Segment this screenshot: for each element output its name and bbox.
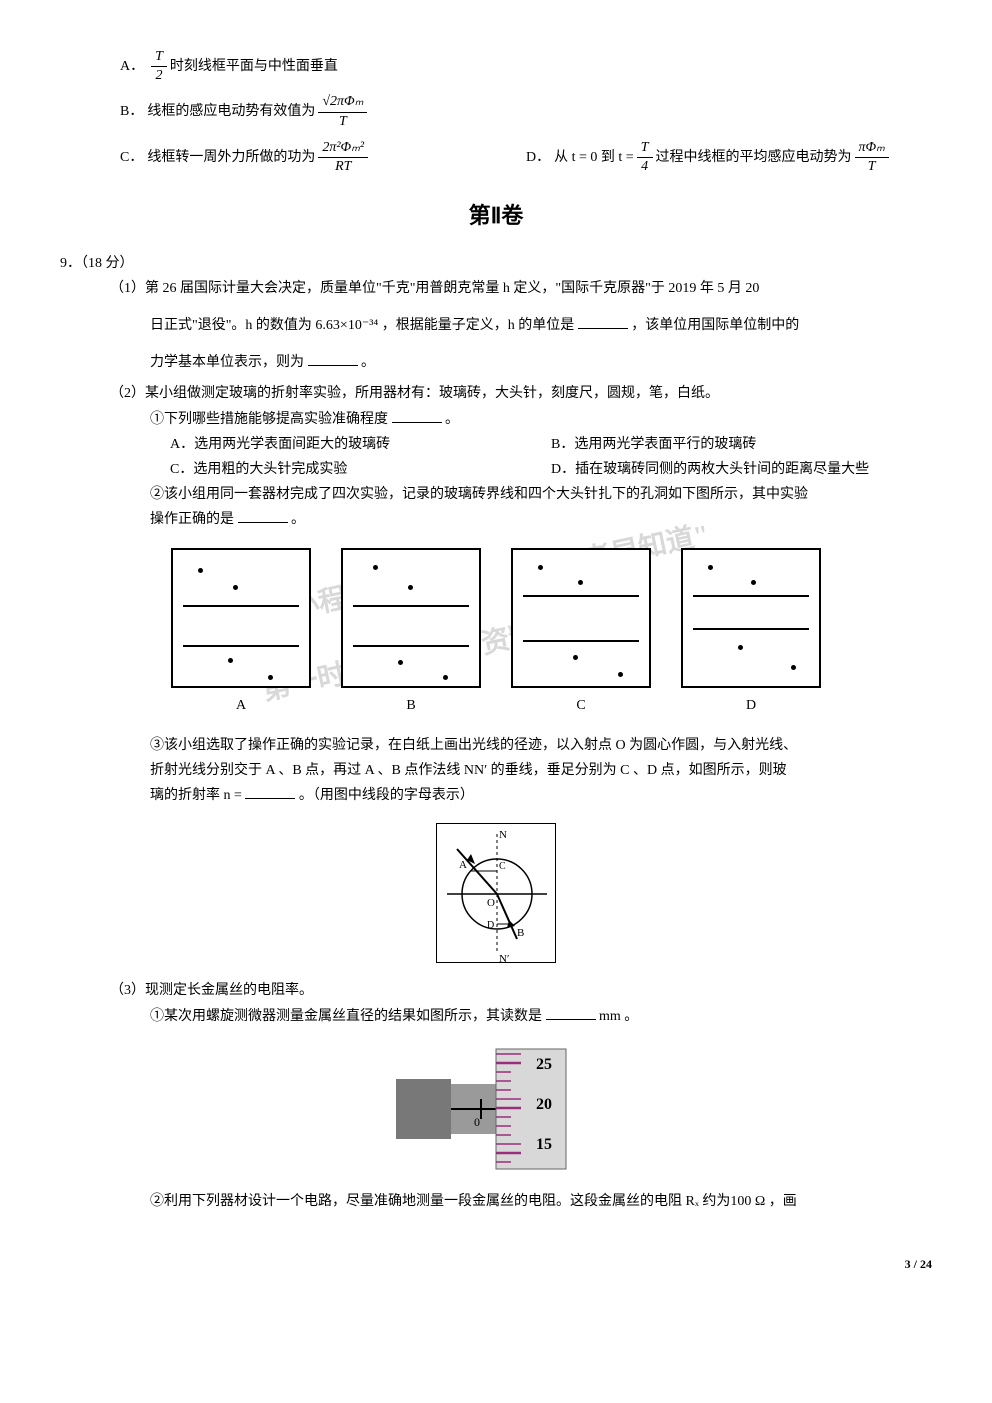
diagram-b: B [341,548,481,718]
q9-p3-sub1: ①某次用螺旋测微器测量金属丝直径的结果如图所示，其读数是 mm 。 [150,1004,932,1029]
q9-p2-sub1: ①下列哪些措施能够提高实验准确程度 。 [150,407,932,432]
svg-text:0: 0 [474,1115,480,1129]
q9-p2-sub2-l2: 操作正确的是 。 [150,507,932,532]
fraction: √2πΦₘ T [318,93,367,130]
micrometer-figure: 0 25 20 15 [60,1044,932,1174]
blank-input[interactable] [238,509,288,523]
q8-option-c: C． 线框转一周外力所做的功为 2π²Φₘ² RT [120,139,526,176]
blank-input[interactable] [578,315,628,329]
q9-p1-line3: 力学基本单位表示，则为 。 [150,350,932,375]
diagram-c: C [511,548,651,718]
blank-input[interactable] [392,409,442,423]
page-footer: 3 / 24 [60,1254,932,1276]
diagram-a: A [171,548,311,718]
micrometer-svg: 0 25 20 15 [396,1044,596,1174]
q8-option-d: D． 从 t = 0 到 t = T 4 过程中线框的平均感应电动势为 πΦₘ … [526,139,932,176]
svg-text:C: C [499,861,506,872]
q8-option-b: B． 线框的感应电动势有效值为 √2πΦₘ T [120,93,932,130]
svg-text:A: A [459,859,467,871]
option-label: D． [526,145,550,170]
svg-text:25: 25 [536,1056,552,1073]
q9-p2-opt-d: D．插在玻璃砖同侧的两枚大头针间的距离尽量大些 [551,457,932,482]
option-label: C． [120,145,143,170]
svg-text:20: 20 [536,1096,552,1113]
glass-diagrams: A B C D [60,548,932,718]
q9-p2-sub2-l1: ②该小组用同一套器材完成了四次实验，记录的玻璃砖界线和四个大头针扎下的孔洞如下图… [150,482,932,507]
blank-input[interactable] [308,352,358,366]
option-text: 从 t = 0 到 t = [554,145,634,170]
option-label: B． [120,99,143,124]
option-text: 过程中线框的平均感应电动势为 [656,145,852,170]
q9-p2-opt-b: B．选用两光学表面平行的玻璃砖 [551,432,932,457]
blank-input[interactable] [245,785,295,799]
blank-input[interactable] [546,1006,596,1020]
q9-p2-sub3-l1: ③该小组选取了操作正确的实验记录，在白纸上画出光线的径迹，以入射点 O 为圆心作… [150,733,932,758]
q9-p2-opt-c: C．选用粗的大头针完成实验 [170,457,551,482]
svg-text:15: 15 [536,1136,552,1153]
svg-text:B: B [517,927,524,939]
q9-p1-line2: 日正式"退役"。h 的数值为 6.63×10⁻³⁴ ，根据能量子定义，h 的单位… [150,313,932,338]
q8-option-cd-row: C． 线框转一周外力所做的功为 2π²Φₘ² RT D． 从 t = 0 到 t… [120,139,932,176]
q9-p2-opt-a: A．选用两光学表面间距大的玻璃砖 [170,432,551,457]
q9-p3-sub2: ②利用下列器材设计一个电路，尽量准确地测量一段金属丝的电阻。这段金属丝的电阻 R… [150,1189,932,1214]
svg-text:O: O [487,897,495,909]
svg-text:N: N [499,829,507,841]
q9-p3-intro: （3）现测定长金属丝的电阻率。 [110,978,932,1003]
svg-text:D: D [487,920,494,931]
refraction-svg: N N′ A B C D O [436,823,556,963]
diagram-d: D [681,548,821,718]
svg-text:N′: N′ [499,953,509,963]
fraction: T 2 [151,48,167,85]
q8-option-a: A． T 2 时刻线框平面与中性面垂直 [120,48,932,85]
q9-p2-sub3-l2: 折射光线分别交于 A 、B 点，再过 A 、B 点作法线 NN′ 的垂线，垂足分… [150,758,932,783]
q9-p2-sub3-l3: 璃的折射率 n = 。（用图中线段的字母表示） [150,783,932,808]
section-2-title: 第Ⅱ卷 [60,196,932,236]
option-label: A． [120,54,144,79]
q9-p1-line1: （1）第 26 届国际计量大会决定，质量单位"千克"用普朗克常量 h 定义，"国… [110,276,932,301]
option-text: 线框转一周外力所做的功为 [147,145,315,170]
q9-p2-intro: （2）某小组做测定玻璃的折射率实验，所用器材有：玻璃砖，大头针，刻度尺，圆规，笔… [110,381,932,406]
option-text: 线框的感应电动势有效值为 [147,99,315,124]
fraction: πΦₘ T [855,139,889,176]
q9-p2-options-row1: A．选用两光学表面间距大的玻璃砖 B．选用两光学表面平行的玻璃砖 [170,432,932,457]
option-text: 时刻线框平面与中性面垂直 [170,54,338,79]
q9-header: 9．（18 分） [60,251,932,276]
fraction: T 4 [637,139,653,176]
refraction-figure: N N′ A B C D O [60,823,932,963]
q9-p2-options-row2: C．选用粗的大头针完成实验 D．插在玻璃砖同侧的两枚大头针间的距离尽量大些 [170,457,932,482]
fraction: 2π²Φₘ² RT [318,139,368,176]
